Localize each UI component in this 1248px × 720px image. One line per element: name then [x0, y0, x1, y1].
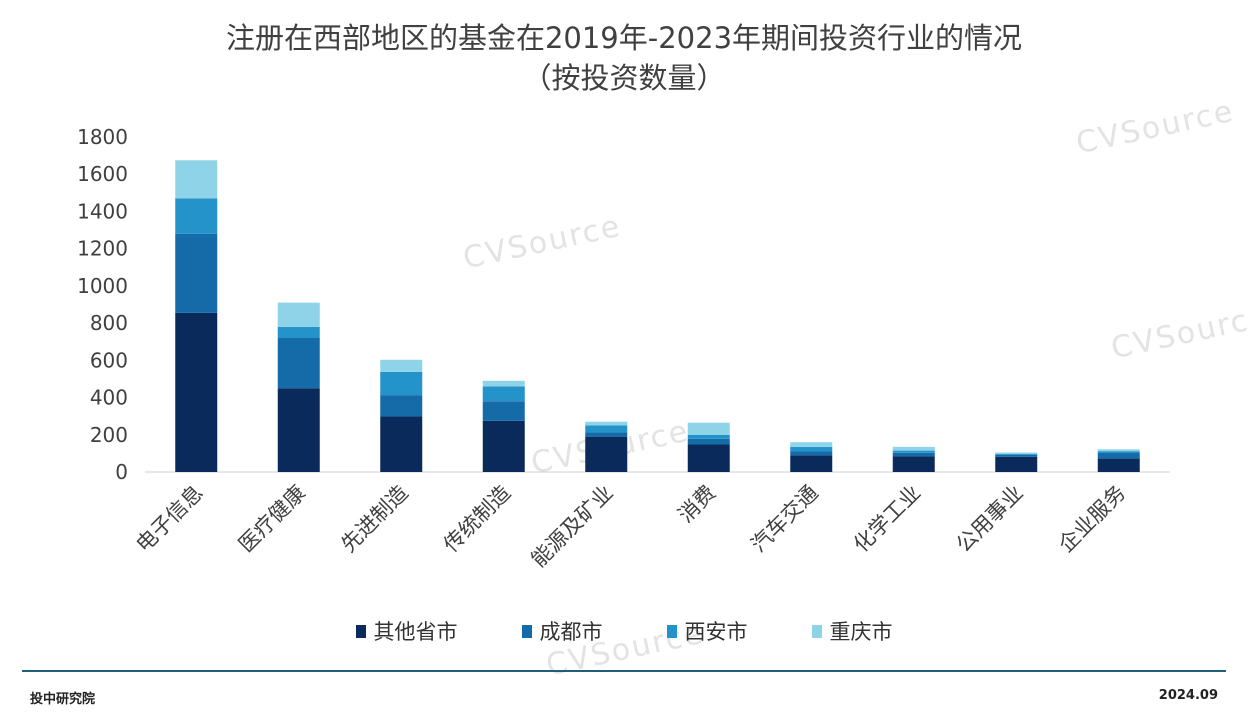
bar-segment — [892, 452, 935, 457]
y-tick-label: 400 — [90, 386, 128, 410]
legend: 其他省市 成都市 西安市 重庆市 — [0, 616, 1248, 646]
legend-label: 重庆市 — [829, 620, 893, 644]
bar-segment — [687, 444, 730, 472]
y-tick-label: 1800 — [77, 125, 128, 149]
y-tick-label: 200 — [90, 423, 128, 447]
bar-segment — [995, 456, 1038, 472]
footer-divider — [22, 670, 1226, 672]
bar-segment — [790, 451, 833, 456]
bar-segment — [175, 198, 218, 234]
y-tick-label: 1400 — [77, 199, 128, 223]
x-tick-label: 化学工业 — [849, 481, 925, 557]
legend-swatch — [666, 624, 677, 638]
footer-source: 投中研究院 — [30, 692, 96, 707]
bar-segment — [892, 446, 935, 451]
bar-segment — [995, 452, 1038, 454]
x-tick-label: 公用事业 — [951, 481, 1027, 557]
chart-title-line2: （按投资数量） — [522, 61, 726, 95]
x-tick-label: 先进制造 — [336, 481, 412, 557]
bar-segment — [482, 386, 525, 402]
y-tick-label: 0 — [115, 460, 128, 484]
bar-segment — [995, 454, 1038, 457]
bar-segment — [277, 388, 320, 472]
x-tick-label: 医疗健康 — [234, 481, 310, 557]
x-tick-label: 消费 — [674, 481, 721, 528]
bar-segment — [687, 438, 730, 445]
legend-label: 成都市 — [539, 620, 603, 644]
legend-label: 其他省市 — [373, 620, 458, 644]
bar-segment — [585, 425, 628, 433]
bar-segment — [380, 359, 423, 372]
legend-swatch — [521, 624, 532, 638]
bar-segment — [380, 371, 423, 396]
bar-segment — [1097, 458, 1140, 472]
bar-segment — [482, 401, 525, 421]
bar-segment — [175, 160, 218, 199]
bar-segment — [482, 380, 525, 387]
y-tick-label: 1200 — [77, 237, 128, 261]
bar-segment — [1097, 453, 1140, 459]
chart-title-line1: 注册在西部地区的基金在2019年-2023年期间投资行业的情况 — [225, 21, 1023, 55]
bar-segment — [277, 338, 320, 389]
bar-segment — [892, 450, 935, 453]
legend-item: 重庆市 — [811, 616, 893, 646]
bar-segment — [585, 421, 628, 426]
bar-segment — [380, 416, 423, 472]
x-tick-label: 能源及矿业 — [527, 481, 618, 572]
legend-item: 其他省市 — [355, 616, 458, 646]
y-tick-label: 600 — [90, 348, 128, 372]
legend-swatch — [355, 624, 366, 638]
x-tick-label: 汽车交通 — [746, 481, 822, 557]
x-tick-label: 传统制造 — [439, 481, 515, 557]
bar-segment — [277, 302, 320, 327]
bar-segment — [277, 326, 320, 338]
bar-segment — [175, 233, 218, 313]
y-tick-label: 1600 — [77, 162, 128, 186]
legend-item: 西安市 — [666, 616, 748, 646]
bar-segment — [892, 456, 935, 472]
bar-segment — [687, 434, 730, 439]
footer-date: 2024.09 — [1158, 688, 1218, 703]
bar-segment — [175, 312, 218, 472]
x-tick-label: 电子信息 — [131, 481, 207, 557]
bar-segment — [790, 446, 833, 452]
bar-segment — [585, 436, 628, 472]
bar-segment — [995, 453, 1038, 455]
y-tick-label: 800 — [90, 311, 128, 335]
chart-title: 注册在西部地区的基金在2019年-2023年期间投资行业的情况 （按投资数量） — [0, 18, 1248, 98]
bar-segment — [482, 420, 525, 472]
bar-segment — [790, 455, 833, 472]
bar-segment — [790, 442, 833, 447]
bar-segment — [1097, 449, 1140, 452]
bar-segment — [585, 432, 628, 437]
legend-label: 西安市 — [684, 620, 748, 644]
y-tick-label: 1000 — [77, 274, 128, 298]
legend-swatch — [811, 624, 822, 638]
legend-item: 成都市 — [521, 616, 603, 646]
bar-segment — [380, 395, 423, 417]
bar-segment — [1097, 451, 1140, 454]
bar-segment — [687, 422, 730, 435]
x-tick-label: 企业服务 — [1054, 481, 1130, 557]
